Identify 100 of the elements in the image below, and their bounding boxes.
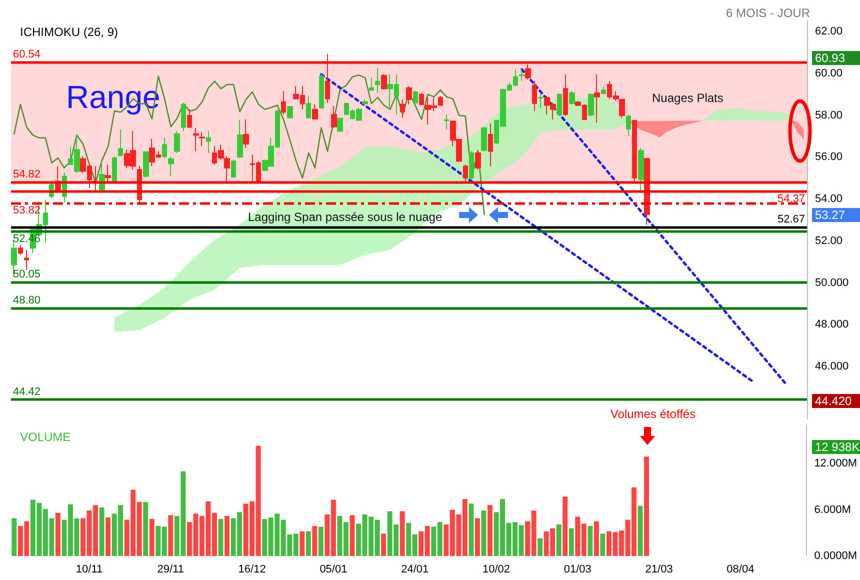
- ref-line-label: 44.42: [13, 386, 41, 398]
- bar: [318, 526, 324, 556]
- candlestick: [187, 108, 192, 128]
- bar: [224, 516, 230, 556]
- candlestick: [337, 117, 343, 132]
- candlestick: [475, 150, 481, 170]
- ref-line-label: 60.54: [13, 48, 41, 61]
- bar: [556, 524, 562, 556]
- candlestick: [488, 122, 493, 167]
- candlestick: [306, 95, 311, 118]
- y-tick-label: 54.00: [815, 193, 843, 206]
- y-tick-label: 6.000M: [814, 504, 851, 516]
- bar: [644, 456, 650, 556]
- bar: [106, 517, 111, 556]
- candlestick: [626, 114, 631, 137]
- bar: [600, 534, 606, 556]
- y-tick-label: 48.000: [815, 318, 849, 331]
- bar: [381, 534, 386, 556]
- x-tick-label: 10/11: [76, 564, 103, 576]
- bar: [562, 496, 568, 556]
- bar: [300, 531, 305, 556]
- bar: [487, 505, 492, 556]
- candlestick: [199, 132, 205, 147]
- candlestick: [243, 118, 249, 148]
- text: 12 938K: [815, 440, 860, 454]
- y-tick-label: 60.00: [815, 67, 843, 80]
- candlestick: [231, 158, 236, 178]
- bar: [638, 506, 643, 556]
- candlestick: [400, 98, 405, 118]
- candlestick: [325, 53, 330, 104]
- chart-title: VOLUME: [20, 430, 71, 444]
- candlestick: [519, 68, 525, 82]
- candlestick: [632, 120, 637, 182]
- candlestick: [237, 120, 243, 158]
- annotation: Nuages Plats: [652, 91, 724, 105]
- bar: [168, 515, 174, 556]
- candlestick: [469, 150, 474, 180]
- candlestick: [331, 106, 337, 128]
- candlestick: [112, 156, 117, 184]
- x-tick-label: 08/04: [726, 564, 754, 576]
- bar: [149, 519, 154, 556]
- ref-line-label: 54.37: [777, 192, 805, 205]
- bar: [306, 531, 311, 556]
- y-tick-label: 0.0000M: [814, 550, 858, 562]
- ref-line-label: 52.67: [777, 213, 805, 226]
- chart-title: ICHIMOKU (26, 9): [20, 25, 118, 39]
- x-tick-label: 16/12: [238, 564, 266, 576]
- candlestick: [143, 150, 149, 178]
- candlestick: [281, 90, 286, 115]
- ref-line-label: 48.80: [13, 294, 41, 306]
- candlestick: [525, 64, 531, 80]
- candlestick: [312, 104, 318, 120]
- candlestick: [105, 164, 111, 184]
- candlestick: [538, 92, 543, 108]
- candlestick: [181, 102, 186, 132]
- x-tick-label: 21/03: [645, 564, 673, 576]
- annotation: Volumes étoffés: [610, 407, 696, 421]
- candlestick: [206, 130, 211, 154]
- candlestick: [174, 130, 180, 154]
- bar: [350, 515, 355, 556]
- candlestick: [319, 74, 324, 110]
- bar: [400, 511, 405, 556]
- annotation: Lagging Span passée sous le nuage: [248, 210, 442, 224]
- candlestick: [638, 147, 644, 194]
- candlestick: [532, 80, 537, 112]
- bar: [594, 521, 599, 556]
- candlestick: [369, 77, 374, 92]
- candlestick: [481, 126, 487, 152]
- text: 60.93: [815, 51, 846, 65]
- candlestick: [362, 98, 368, 106]
- candlestick: [619, 98, 625, 118]
- bar: [218, 519, 224, 556]
- bar: [474, 518, 480, 556]
- y-tick-label: 50.000: [815, 276, 849, 289]
- ref-line-label: 50.05: [13, 268, 41, 280]
- candlestick: [381, 74, 387, 90]
- candlestick: [193, 127, 199, 152]
- x-tick-label: 01/03: [564, 564, 592, 576]
- candlestick: [438, 95, 443, 107]
- bar: [143, 502, 148, 556]
- bar: [538, 538, 543, 556]
- bar: [481, 510, 486, 556]
- candlestick: [601, 86, 606, 95]
- candlestick: [162, 137, 167, 158]
- candlestick: [588, 92, 594, 117]
- y-tick-label: 58.00: [815, 109, 843, 122]
- y-tick-label: 62.00: [815, 25, 843, 38]
- candlestick: [594, 74, 600, 124]
- bar: [99, 507, 104, 556]
- candlestick: [419, 92, 424, 106]
- y-tick-label: 12.000M: [814, 458, 858, 470]
- bar: [468, 504, 474, 556]
- ref-line-label: 54.82: [13, 168, 41, 180]
- candlestick: [413, 90, 418, 104]
- bar: [55, 512, 60, 556]
- candlestick: [24, 249, 29, 270]
- y-tick-label: 46.000: [815, 360, 849, 373]
- text: 53.27: [815, 208, 846, 222]
- candlestick: [168, 156, 174, 177]
- chart-subtitle: 6 MOIS - JOUR: [726, 6, 810, 20]
